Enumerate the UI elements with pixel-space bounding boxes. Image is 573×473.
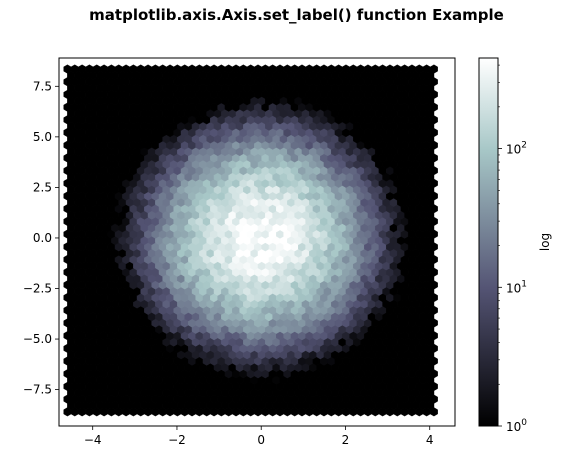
hex-bin	[63, 64, 72, 74]
y-tick-label: 2.5	[33, 180, 52, 194]
hex-bin	[166, 64, 174, 74]
hex-bin	[239, 64, 248, 74]
hex-bin	[268, 64, 277, 74]
colorbar-label: log	[538, 233, 552, 251]
hex-bin	[356, 64, 365, 74]
y-tick-label: 0.0	[33, 231, 52, 245]
y-tick-label: 7.5	[33, 79, 52, 93]
colorbar-tick-label: 100	[506, 418, 527, 434]
hex-bin	[327, 64, 336, 74]
colorbar	[478, 57, 499, 427]
x-tick-label: 0	[257, 433, 265, 447]
plot-frame	[58, 57, 456, 427]
x-tick-label: −4	[84, 433, 102, 447]
hex-bin	[129, 64, 138, 74]
hex-bin	[430, 64, 438, 74]
hex-bin	[195, 64, 204, 74]
hex-bin	[342, 64, 350, 74]
y-axis: −7.5 −5.0 −2.5 0.0 2.5 5.0 7.5	[23, 79, 59, 397]
hex-bin	[232, 64, 240, 74]
hex-bin	[276, 64, 284, 74]
hex-bin	[173, 64, 182, 74]
x-tick-label: −2	[168, 433, 186, 447]
hex-bin	[283, 64, 292, 74]
x-axis: −4 −2 0 2 4	[84, 426, 434, 447]
hex-bin	[334, 64, 343, 74]
hex-bin	[158, 64, 167, 74]
hex-bin	[298, 64, 306, 74]
colorbar-axis: 100 101 102	[498, 64, 527, 434]
hex-bin	[320, 64, 328, 74]
hex-bin	[217, 64, 226, 74]
hexbin-layer	[63, 64, 438, 417]
hex-bin	[312, 64, 321, 74]
hex-bin	[151, 64, 160, 74]
hex-bin	[92, 64, 101, 74]
hex-bin	[70, 64, 79, 74]
y-tick-label: −5.0	[23, 332, 52, 346]
hex-bin	[415, 64, 424, 74]
hex-bin	[114, 64, 123, 74]
hex-bin	[136, 64, 145, 74]
y-tick-label: 5.0	[33, 130, 52, 144]
hex-bin	[78, 64, 87, 74]
hex-bin	[393, 64, 402, 74]
hex-bin	[386, 64, 394, 74]
hex-bin	[85, 64, 94, 74]
hex-bin	[422, 64, 431, 74]
hex-bin	[400, 64, 409, 74]
hex-bin	[100, 64, 109, 74]
hex-bin	[246, 64, 255, 74]
hex-bin	[224, 64, 233, 74]
hex-bin	[364, 64, 372, 74]
x-tick-label: 4	[426, 433, 434, 447]
hex-bin	[202, 64, 211, 74]
colorbar-tick-label: 101	[506, 279, 527, 295]
hex-bin	[261, 64, 270, 74]
hex-bin	[210, 64, 218, 74]
x-tick-label: 2	[342, 433, 350, 447]
colorbar-tick-label: 102	[506, 141, 527, 157]
hex-bin	[408, 64, 416, 74]
y-tick-label: −7.5	[23, 383, 52, 397]
hex-bin	[180, 64, 189, 74]
hex-bin	[254, 64, 262, 74]
y-tick-label: −2.5	[23, 282, 52, 296]
hex-bin	[349, 64, 358, 74]
hex-bin	[290, 64, 299, 74]
hex-bin	[107, 64, 116, 74]
hex-bin	[144, 64, 153, 74]
hex-bin	[188, 64, 196, 74]
hex-bin	[122, 64, 131, 74]
chart-title: matplotlib.axis.Axis.set_label() functio…	[89, 6, 504, 24]
hex-bin	[378, 64, 387, 74]
hex-bin	[371, 64, 380, 74]
hex-bin	[305, 64, 314, 74]
